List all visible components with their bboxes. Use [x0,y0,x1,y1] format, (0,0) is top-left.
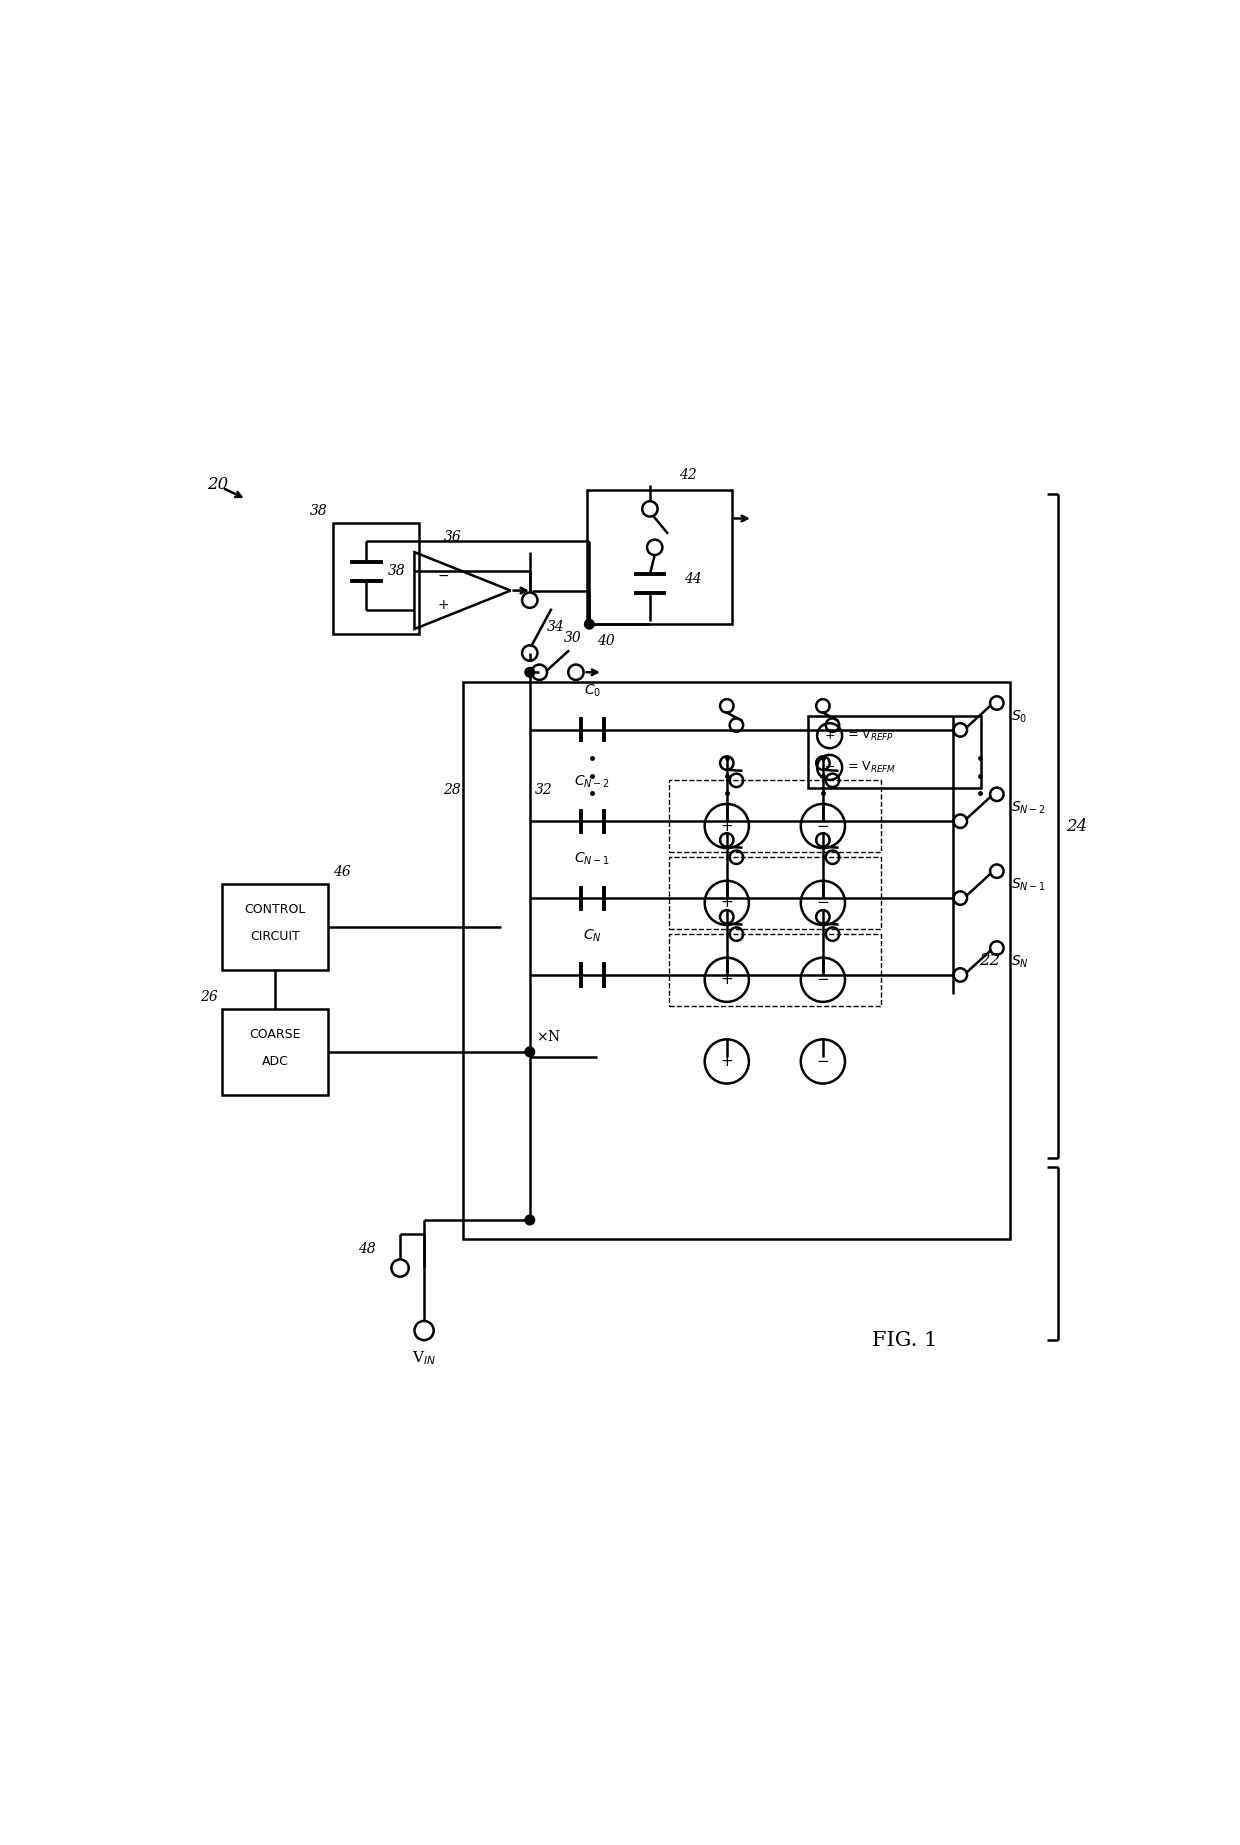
Text: 26: 26 [200,989,217,1004]
Text: −: − [816,895,830,910]
Text: −: − [816,972,830,987]
Circle shape [525,668,534,677]
Text: $C_{{N-1}}$: $C_{{N-1}}$ [574,851,610,867]
Text: 20: 20 [207,476,228,493]
Text: −: − [816,819,830,834]
Text: +: + [720,895,733,910]
Text: $C_{{N-2}}$: $C_{{N-2}}$ [574,775,610,790]
Circle shape [584,620,594,629]
Text: +: + [438,598,449,613]
Text: V$_{IN}$: V$_{IN}$ [412,1351,436,1367]
Text: $C_{N}$: $C_{N}$ [583,928,601,945]
Text: = V$_{REFM}$: = V$_{REFM}$ [847,760,897,775]
Circle shape [525,1216,534,1225]
Text: $S_{{N-2}}$: $S_{{N-2}}$ [1012,799,1047,815]
Text: CONTROL: CONTROL [244,902,306,917]
Text: 22: 22 [980,952,1001,969]
Text: 30: 30 [563,631,582,646]
Text: FIG. 1: FIG. 1 [872,1330,937,1351]
Text: $S_{N}$: $S_{N}$ [1012,954,1029,970]
Text: 44: 44 [683,572,702,587]
Text: 32: 32 [534,782,552,797]
Text: 38: 38 [310,504,327,518]
Circle shape [525,1048,534,1057]
Text: $S_{0}$: $S_{0}$ [1012,708,1028,725]
Text: 48: 48 [358,1242,376,1256]
Text: 24: 24 [1066,817,1087,834]
Text: −: − [825,760,835,773]
Text: = V$_{REFP}$: = V$_{REFP}$ [847,729,894,744]
Text: −: − [816,1053,830,1068]
Text: $\times$N: $\times$N [537,1030,562,1044]
Text: CIRCUIT: CIRCUIT [250,930,300,943]
Text: +: + [720,819,733,834]
Text: +: + [720,972,733,987]
Text: 42: 42 [678,469,697,482]
Text: $S_{{N-1}}$: $S_{{N-1}}$ [1012,876,1047,893]
Text: ADC: ADC [262,1055,289,1068]
Text: 40: 40 [596,635,615,648]
Text: +: + [720,1053,733,1068]
Text: 38: 38 [388,565,405,577]
Text: $C_{0}$: $C_{0}$ [584,683,601,699]
Text: +: + [825,729,835,742]
Text: −: − [438,568,449,583]
Text: 28: 28 [444,782,461,797]
Text: 46: 46 [332,865,351,878]
Text: 34: 34 [547,620,565,633]
Text: 36: 36 [444,531,461,544]
Text: COARSE: COARSE [249,1028,301,1041]
